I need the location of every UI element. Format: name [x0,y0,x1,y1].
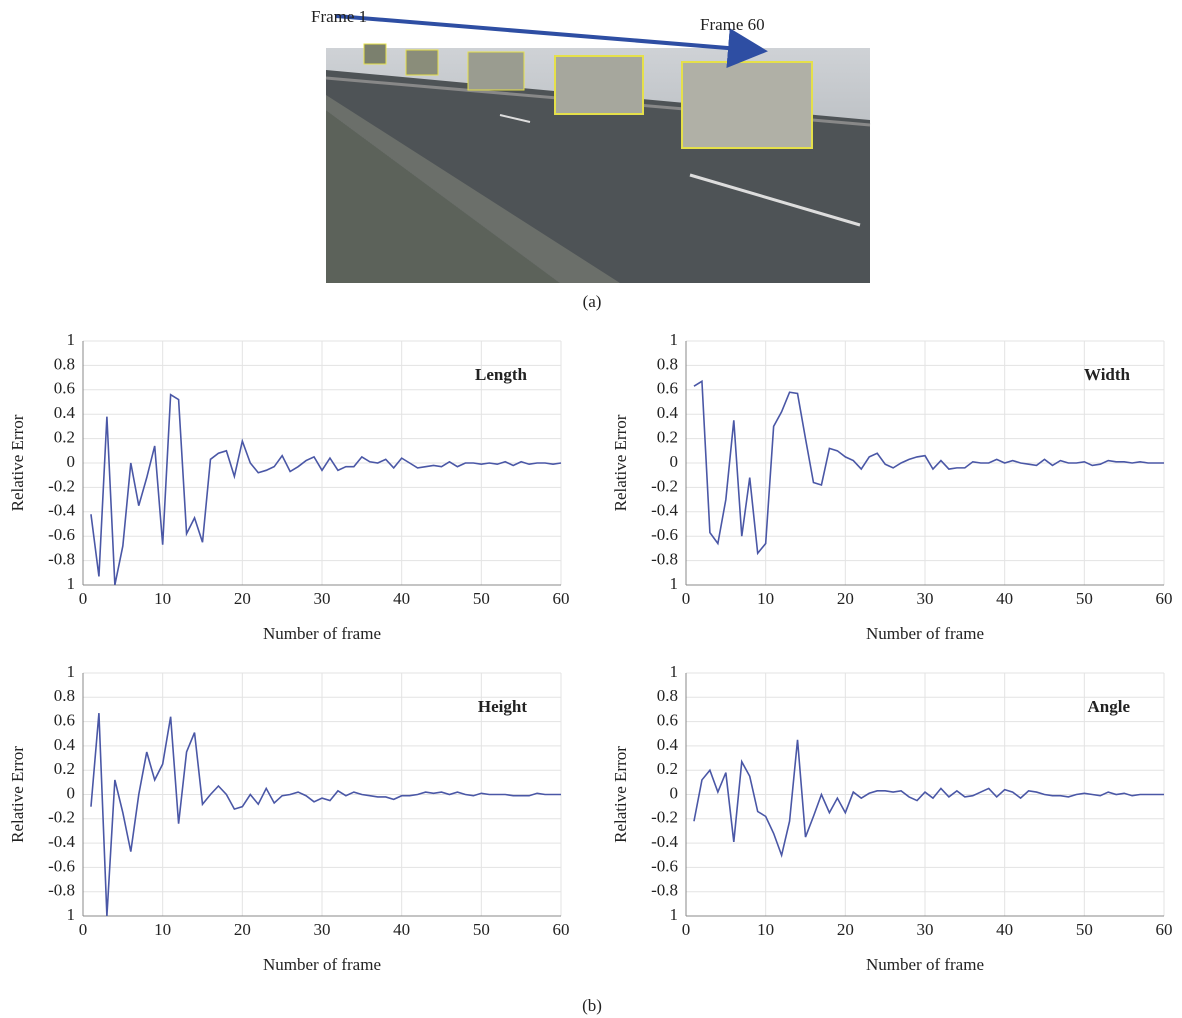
y-tick-label: -0.8 [651,881,678,900]
y-tick-label: 1 [670,330,679,349]
y-tick-label: -0.6 [48,856,75,875]
x-tick-label: 0 [682,920,691,939]
x-tick-label: 50 [473,920,490,939]
y-axis-label: Relative Error [8,414,27,511]
x-tick-label: 50 [1076,920,1093,939]
y-tick-label: -0.8 [651,550,678,569]
y-tick-label: -0.2 [651,476,678,495]
x-tick-label: 40 [996,589,1013,608]
chart-title: Angle [1088,697,1131,716]
chart-title: Width [1084,365,1131,384]
x-axis-label: Number of frame [263,955,381,974]
x-tick-label: 0 [79,920,88,939]
y-axis-label: Relative Error [611,746,630,843]
y-tick-label: 0.2 [657,759,678,778]
x-tick-label: 20 [234,589,251,608]
y-tick-label: 0 [670,783,679,802]
x-tick-label: 60 [553,920,570,939]
data-line [90,393,562,586]
y-tick-label: -0.8 [48,881,75,900]
chart-title: Height [478,697,527,716]
y-axis-label: Relative Error [8,746,27,843]
photo [325,43,871,283]
y-tick-label: -0.4 [651,832,678,851]
y-tick-label: 1 [67,330,76,349]
y-tick-label: 0.6 [54,711,75,730]
x-tick-label: 40 [393,589,410,608]
y-tick-label: -0.6 [651,856,678,875]
y-tick-label: 0.6 [54,379,75,398]
x-tick-label: 30 [314,589,331,608]
y-tick-label: 0.4 [657,403,679,422]
y-tick-label: 0.4 [54,735,76,754]
y-tick-label: 0.2 [54,428,75,447]
y-tick-label: 0 [67,452,76,471]
x-tick-label: 60 [1156,920,1173,939]
x-axis-label: Number of frame [866,624,984,643]
y-tick-label: 0.8 [657,686,678,705]
x-tick-label: 20 [234,920,251,939]
y-tick-label: 0.6 [657,711,678,730]
x-axis-label: Number of frame [866,955,984,974]
x-tick-label: 10 [757,589,774,608]
y-tick-label: -0.4 [651,501,678,520]
x-tick-label: 30 [917,589,934,608]
y-tick-label: -0.2 [651,808,678,827]
y-tick-label: 0.4 [657,735,679,754]
x-tick-label: 0 [79,589,88,608]
y-tick-label: 0.8 [54,686,75,705]
start-label: Frame 1 [311,7,367,26]
y-tick-label: 0.2 [54,759,75,778]
y-tick-label: -0.6 [48,525,75,544]
x-axis-label: Number of frame [263,624,381,643]
frame-arrow [335,14,768,68]
y-tick-label: 0.8 [657,354,678,373]
end-label: Frame 60 [700,15,765,34]
y-tick-label: 1 [67,905,76,924]
caption-b: (b) [582,996,602,1015]
x-tick-label: 40 [393,920,410,939]
y-tick-label: -0.2 [48,808,75,827]
y-tick-label: 1 [67,662,76,681]
x-tick-label: 20 [837,920,854,939]
x-tick-label: 50 [473,589,490,608]
x-tick-label: 40 [996,920,1013,939]
x-tick-label: 20 [837,589,854,608]
y-axis-label: Relative Error [611,414,630,511]
y-tick-label: 0.8 [54,354,75,373]
data-line [90,713,561,917]
x-tick-label: 50 [1076,589,1093,608]
y-tick-label: -0.4 [48,832,75,851]
caption-a: (a) [583,292,602,311]
x-tick-label: 60 [1156,589,1173,608]
y-tick-label: -0.2 [48,476,75,495]
y-tick-label: -0.8 [48,550,75,569]
x-tick-label: 10 [154,589,171,608]
x-tick-label: 0 [682,589,691,608]
data-line [693,739,1164,859]
y-tick-label: -0.6 [651,525,678,544]
y-tick-label: 0 [67,783,76,802]
data-line [693,379,1164,556]
y-tick-label: 0.2 [657,428,678,447]
y-tick-label: 0.6 [657,379,678,398]
chart-title: Length [475,365,528,384]
y-tick-label: 0 [670,452,679,471]
x-tick-label: 10 [154,920,171,939]
x-tick-label: 30 [314,920,331,939]
y-tick-label: 1 [670,574,679,593]
y-tick-label: 0.4 [54,403,76,422]
y-tick-label: 1 [670,662,679,681]
y-tick-label: 1 [67,574,76,593]
y-tick-label: -0.4 [48,501,75,520]
y-tick-label: 1 [670,905,679,924]
x-tick-label: 60 [553,589,570,608]
x-tick-label: 10 [757,920,774,939]
x-tick-label: 30 [917,920,934,939]
